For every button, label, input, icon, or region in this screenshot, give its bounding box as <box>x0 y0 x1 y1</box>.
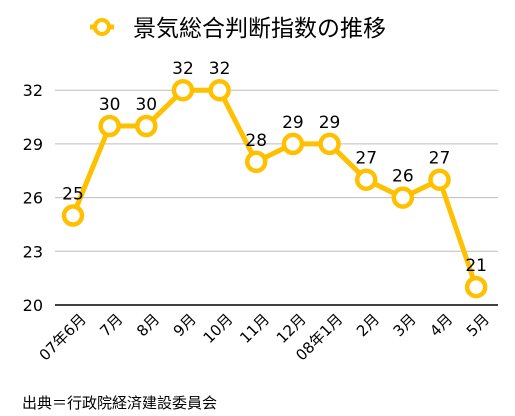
data-label: 27 <box>429 149 451 169</box>
data-point <box>208 78 231 102</box>
data-label: 28 <box>245 131 267 151</box>
x-tick-label: 5月 <box>463 310 493 340</box>
data-point <box>171 78 195 102</box>
data-point <box>98 114 121 138</box>
data-point <box>135 114 158 138</box>
x-tick-label: 2月 <box>353 310 383 340</box>
data-point <box>391 186 415 209</box>
data-label: 32 <box>172 59 194 79</box>
data-point <box>318 132 341 156</box>
legend-marker <box>93 18 111 36</box>
x-tick-label: 8月 <box>133 310 163 340</box>
y-tick-label: 32 <box>23 81 43 100</box>
data-point <box>61 204 85 227</box>
x-tick-label: 11月 <box>236 310 273 347</box>
y-tick-label: 23 <box>23 242 43 261</box>
x-tick-label: 4月 <box>426 310 456 340</box>
data-label: 21 <box>465 256 487 276</box>
y-tick-label: 20 <box>23 296 43 315</box>
chart-title: 景気総合判断指数の推移 <box>133 16 386 42</box>
data-label: 30 <box>135 95 157 115</box>
source-note: 出典＝行政院経済建設委員会 <box>22 394 218 412</box>
data-label: 27 <box>355 149 377 169</box>
x-tick-label: 7月 <box>96 310 126 340</box>
data-label: 25 <box>62 185 84 205</box>
y-tick-label: 29 <box>23 135 43 154</box>
x-tick-label: 9月 <box>170 310 200 340</box>
x-tick-label: 3月 <box>390 310 420 340</box>
data-point <box>354 168 378 191</box>
data-label: 30 <box>99 95 121 115</box>
data-point <box>245 150 268 174</box>
x-tick-label: 07年6月 <box>36 310 90 364</box>
y-tick-label: 26 <box>23 189 43 208</box>
data-point <box>428 168 451 191</box>
data-label: 29 <box>282 113 304 133</box>
data-label: 26 <box>392 167 414 187</box>
data-label: 32 <box>209 59 231 79</box>
data-label: 29 <box>319 113 341 133</box>
series-line <box>70 87 479 290</box>
x-tick-label: 10月 <box>200 310 237 347</box>
data-point <box>464 275 488 299</box>
data-point <box>281 132 305 156</box>
